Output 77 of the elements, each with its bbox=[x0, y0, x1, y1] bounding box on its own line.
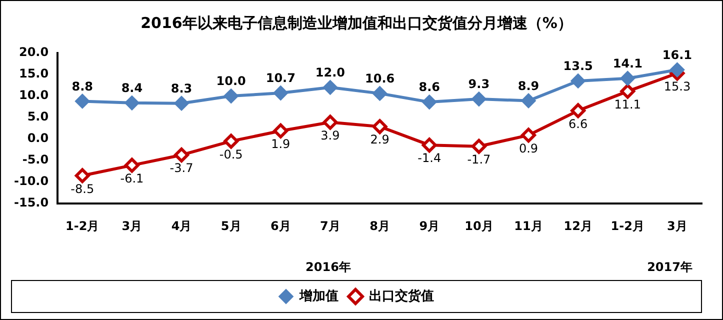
x-tick-label: 4月 bbox=[171, 218, 192, 233]
point bbox=[620, 70, 636, 86]
data-label: 8.9 bbox=[518, 78, 540, 93]
point bbox=[422, 138, 437, 153]
point bbox=[670, 62, 685, 78]
point bbox=[570, 103, 586, 118]
x-tick-label: 1-2月 bbox=[66, 218, 100, 233]
point bbox=[273, 86, 288, 101]
point bbox=[620, 84, 636, 99]
x-tick-label: 7月 bbox=[320, 218, 340, 233]
data-label: 3.9 bbox=[320, 128, 340, 142]
data-label: 10.7 bbox=[266, 71, 296, 86]
point bbox=[224, 134, 239, 149]
x-tick-label: 10月 bbox=[464, 218, 494, 233]
y-tick-label: 15.0 bbox=[18, 66, 49, 81]
data-label: 2.9 bbox=[370, 132, 390, 147]
x-tick-label: 9月 bbox=[419, 218, 440, 233]
chart-title: 2016年以来电子信息制造业增加值和出口交货值分月增速（%） bbox=[140, 14, 572, 32]
data-label: 1.9 bbox=[271, 137, 290, 152]
point bbox=[372, 119, 388, 134]
point bbox=[124, 158, 140, 173]
x-tick-label: 1-2月 bbox=[610, 218, 644, 233]
y-tick-label: -10.0 bbox=[14, 174, 49, 188]
data-label: 11.1 bbox=[614, 97, 642, 112]
point bbox=[521, 128, 536, 143]
point bbox=[422, 94, 437, 110]
x-tick-label: 8月 bbox=[370, 218, 390, 233]
point bbox=[322, 114, 338, 130]
point bbox=[570, 73, 586, 88]
point bbox=[372, 86, 388, 101]
point bbox=[124, 95, 140, 110]
point bbox=[224, 88, 239, 104]
point bbox=[471, 138, 486, 154]
data-label: 8.6 bbox=[418, 80, 440, 94]
data-label: -0.5 bbox=[219, 147, 243, 162]
data-label: -1.4 bbox=[418, 151, 442, 166]
x-tick-label: 5月 bbox=[220, 218, 242, 233]
point bbox=[322, 80, 338, 95]
y-tick-label: -5.0 bbox=[22, 152, 49, 167]
data-label: 10.6 bbox=[364, 72, 395, 86]
data-label: 12.0 bbox=[315, 66, 346, 80]
data-label: -8.5 bbox=[70, 182, 94, 196]
data-label: 8.4 bbox=[121, 81, 143, 96]
y-tick-label: 10.0 bbox=[18, 88, 49, 102]
data-label: 6.6 bbox=[568, 116, 588, 131]
y-tick-label: -15.0 bbox=[14, 196, 49, 210]
data-label: 13.5 bbox=[563, 59, 593, 74]
point bbox=[74, 168, 90, 184]
text: 2016年 bbox=[306, 260, 351, 274]
text: 2017年 bbox=[647, 260, 692, 274]
data-label: 8.8 bbox=[72, 79, 94, 94]
data-label: 9.3 bbox=[468, 77, 490, 92]
x-tick-label: 12月 bbox=[564, 218, 592, 233]
x-tick-label: 3月 bbox=[667, 218, 688, 233]
data-label: 15.3 bbox=[664, 79, 691, 94]
data-label: 16.1 bbox=[662, 48, 692, 62]
x-tick-label: 3月 bbox=[122, 218, 142, 233]
point bbox=[521, 93, 536, 108]
data-label: 10.0 bbox=[216, 74, 246, 88]
legend-label: 增加值 bbox=[298, 288, 338, 304]
y-tick-label: 20.0 bbox=[18, 45, 49, 60]
y-tick-label: 5.0 bbox=[27, 110, 49, 124]
x-tick-label: 11月 bbox=[514, 218, 543, 233]
data-label: 14.1 bbox=[612, 56, 642, 71]
legend-label: 出口交货值 bbox=[369, 288, 434, 304]
data-label: 0.9 bbox=[518, 141, 538, 156]
data-label: -6.1 bbox=[120, 171, 144, 186]
x-tick-label: 6月 bbox=[270, 218, 291, 233]
point bbox=[174, 96, 190, 111]
point bbox=[74, 94, 90, 109]
point bbox=[174, 147, 190, 162]
y-tick-label: 0.0 bbox=[27, 131, 49, 146]
data-label: -1.7 bbox=[467, 152, 491, 166]
data-label: -3.7 bbox=[170, 161, 194, 176]
data-label: 8.3 bbox=[170, 81, 192, 96]
point bbox=[273, 123, 288, 138]
point bbox=[471, 92, 486, 107]
